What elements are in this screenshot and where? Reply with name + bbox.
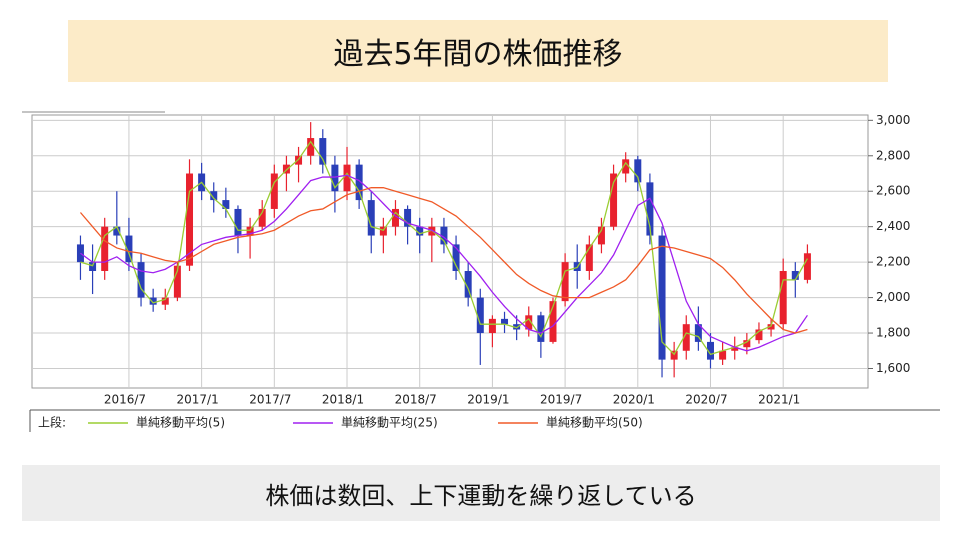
candle-body — [367, 200, 375, 236]
candle-body — [476, 297, 484, 334]
legend-label: 単純移動平均(25) — [341, 416, 438, 430]
x-tick-label: 2016/7 — [104, 393, 146, 407]
candle-body — [161, 297, 169, 305]
candle-body — [549, 301, 557, 342]
candle-body — [658, 235, 666, 360]
candle-body — [101, 226, 109, 271]
plot-frame — [31, 114, 869, 389]
candle-body — [597, 226, 605, 245]
candle-body — [379, 226, 387, 236]
candle-body — [343, 164, 351, 192]
x-tick-label: 2019/7 — [540, 393, 582, 407]
y-tick-label: 2,200 — [876, 255, 910, 269]
candle-body — [125, 235, 133, 263]
candle-body — [307, 138, 315, 156]
candle-body — [706, 341, 714, 360]
y-tick-label: 2,800 — [876, 148, 910, 162]
candle-body — [440, 226, 448, 245]
candle-body — [452, 244, 460, 271]
candle-body — [222, 200, 230, 209]
candle-body — [501, 318, 509, 325]
ma-line — [80, 140, 808, 356]
candle-body — [246, 226, 254, 236]
x-tick-label: 2020/1 — [613, 393, 655, 407]
legend-label: 単純移動平均(50) — [546, 416, 643, 430]
x-tick-label: 2018/7 — [395, 393, 437, 407]
candle-body — [464, 271, 472, 298]
candle-body — [270, 173, 278, 209]
candle-body — [634, 159, 642, 183]
candle-body — [404, 208, 412, 227]
x-tick-label: 2021/1 — [758, 393, 800, 407]
candle-body — [803, 253, 811, 280]
candle-body — [767, 324, 775, 330]
candle-body — [331, 164, 339, 192]
ma-line — [79, 187, 808, 334]
x-tick-label: 2018/1 — [322, 393, 364, 407]
candle-body — [186, 173, 194, 266]
x-tick-label: 2017/7 — [249, 393, 291, 407]
x-tick-label: 2019/1 — [467, 393, 509, 407]
candle-body — [89, 262, 97, 271]
x-tick-label: 2020/7 — [685, 393, 727, 407]
candle-body — [258, 208, 266, 227]
candle-body — [173, 265, 181, 298]
chart: 上段: 1,600 1,800 2,000 2,200 2,400 2,600 2,800 3… — [22, 111, 940, 432]
ma-line — [80, 174, 808, 352]
candle-body — [295, 155, 303, 165]
candle-body — [646, 182, 654, 236]
candle-body — [234, 208, 242, 236]
candle-body — [779, 271, 787, 325]
candle-body — [391, 208, 399, 227]
candle-body — [113, 226, 121, 236]
x-tick-label: 2017/1 — [177, 393, 219, 407]
candle-body — [791, 271, 799, 280]
candle-body — [282, 164, 290, 174]
candle-body — [731, 347, 739, 351]
candle-body — [537, 315, 545, 342]
y-tick-label: 1,800 — [876, 326, 910, 340]
candle-body — [561, 262, 569, 302]
y-tick-label: 3,000 — [876, 113, 910, 127]
legend-prefix: 上段: — [38, 415, 66, 430]
footer-text: 株価は数回、上下運動を繰り返している — [22, 465, 940, 521]
candle-body — [513, 324, 521, 330]
candle-body — [719, 350, 727, 360]
slide-title: 過去5年間の株価推移 — [68, 20, 888, 82]
candle-body — [682, 324, 690, 351]
candle-body — [755, 329, 763, 341]
candle-body — [319, 138, 327, 165]
candle-body — [210, 191, 218, 201]
candle-body — [149, 297, 157, 305]
y-tick-label: 2,400 — [876, 219, 910, 233]
candle-body — [585, 244, 593, 271]
legend-label: 単純移動平均(5) — [136, 416, 225, 430]
y-tick-label: 2,600 — [876, 184, 910, 198]
y-tick-label: 1,600 — [876, 361, 910, 375]
y-tick-label: 2,000 — [876, 290, 910, 304]
candle-body — [428, 226, 436, 236]
candle-body — [743, 340, 751, 348]
candle-body — [416, 226, 424, 236]
candle-body — [355, 164, 363, 201]
candle-body — [694, 324, 702, 342]
candle-body — [488, 318, 496, 334]
candle-body — [137, 262, 145, 298]
candle-body — [610, 173, 618, 227]
candle-body — [525, 315, 533, 330]
candle-body — [622, 159, 630, 174]
